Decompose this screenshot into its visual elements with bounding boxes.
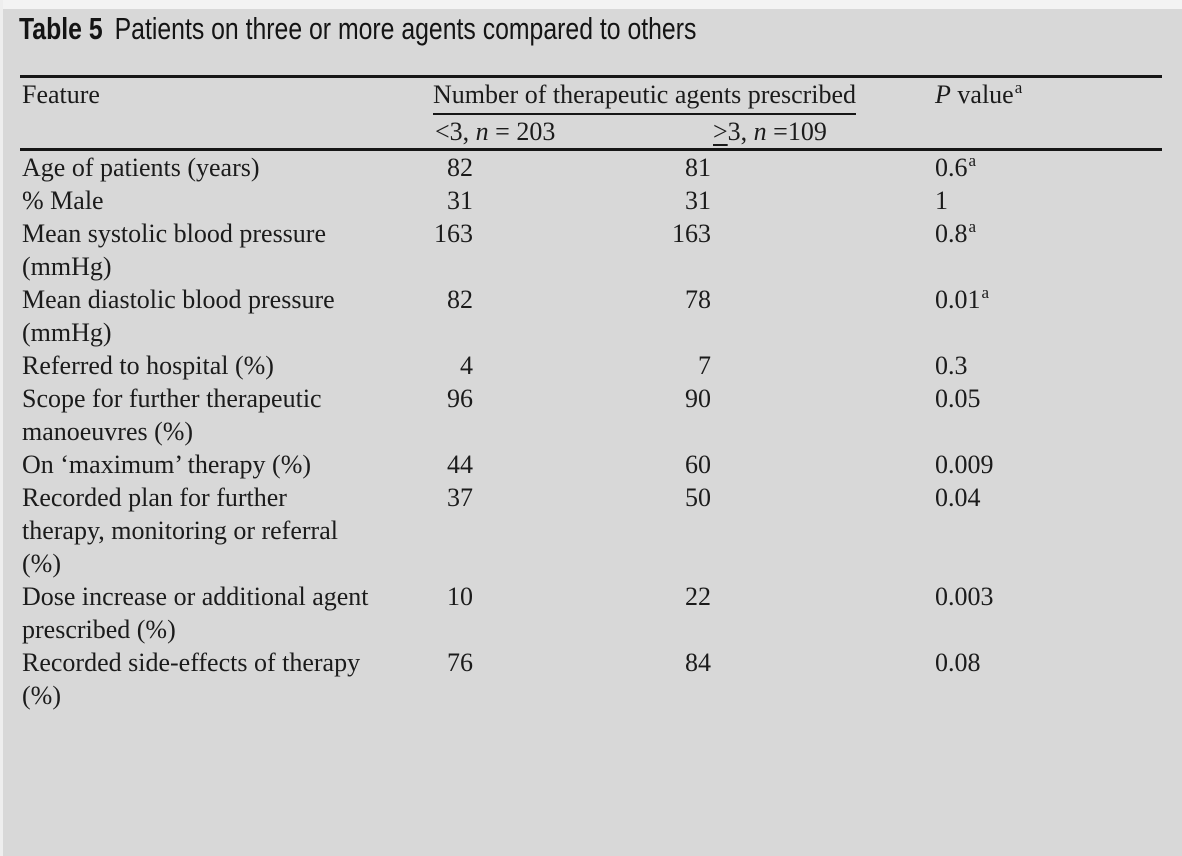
lt3-value-cell: 76 <box>447 648 473 677</box>
column-header-feature: Feature <box>20 76 433 151</box>
data-table: Feature Number of therapeutic agents pre… <box>20 75 1163 712</box>
p-value-cell: 1 <box>935 186 949 215</box>
greater-equal-sign: > <box>713 117 728 146</box>
feature-cell: Age of patients (years) <box>22 153 260 182</box>
p-value-cell: 0.6a <box>935 151 977 182</box>
feature-cell: % Male <box>22 186 104 215</box>
lt3-value-cell: 31 <box>447 186 473 215</box>
p-footnote-marker: a <box>1014 78 1023 97</box>
ge3-value-cell: 81 <box>685 153 711 182</box>
table-row: Mean diastolic blood pressure (mmHg) 82 … <box>20 283 1162 349</box>
table-row: Age of patients (years) 82 81 0.6a <box>20 150 1162 185</box>
column-header-agents-group: Number of therapeutic agents prescribed <box>433 77 935 115</box>
lt3-value-cell: 10 <box>447 582 473 611</box>
feature-cell: Dose increase or additional agent prescr… <box>22 582 369 644</box>
scan-edge-left <box>0 0 3 856</box>
p-value-cell: 0.8a <box>935 217 977 248</box>
p-value-cell: 0.003 <box>935 582 994 611</box>
p-value-cell: 0.04 <box>935 483 981 512</box>
ge3-value-cell: 60 <box>685 450 711 479</box>
feature-cell: Scope for further therapeutic manoeuvres… <box>22 384 322 446</box>
p-value-cell: 0.01a <box>935 283 990 314</box>
table-row: Mean systolic blood pressure (mmHg) 163 … <box>20 217 1162 283</box>
lt3-value-cell: 44 <box>447 450 473 479</box>
table-row: Recorded plan for further therapy, monit… <box>20 481 1162 580</box>
table-row: Referred to hospital (%) 4 7 0.3 <box>20 349 1162 382</box>
p-symbol: P <box>935 80 951 109</box>
agents-group-label: Number of therapeutic agents prescribed <box>433 78 857 115</box>
ge3-value-cell: 7 <box>698 351 711 380</box>
column-header-lt3: <3, n = 203 <box>433 115 713 151</box>
lt3-value-cell: 82 <box>447 285 473 314</box>
table-row: Recorded side-effects of therapy (%) 76 … <box>20 646 1162 712</box>
p-value-cell: 0.05 <box>935 384 981 413</box>
table-row: On ‘maximum’ therapy (%) 44 60 0.009 <box>20 448 1162 481</box>
table-number-label: Table 5 <box>19 11 103 46</box>
column-header-p-value: P valuea <box>935 76 1163 151</box>
table-row: % Male 31 31 1 <box>20 184 1162 217</box>
scan-edge-top <box>0 0 1182 9</box>
ge3-value-cell: 90 <box>685 384 711 413</box>
feature-cell: On ‘maximum’ therapy (%) <box>22 450 312 479</box>
lt3-value-cell: 4 <box>460 351 473 380</box>
feature-cell: Mean diastolic blood pressure (mmHg) <box>22 285 335 347</box>
feature-cell: Mean systolic blood pressure (mmHg) <box>22 219 327 281</box>
table-caption: Table 5 Patients on three or more agents … <box>19 12 696 46</box>
ge3-value-cell: 22 <box>685 582 711 611</box>
ge3-value-cell: 84 <box>685 648 711 677</box>
ge3-value-cell: 31 <box>685 186 711 215</box>
feature-cell: Recorded side-effects of therapy (%) <box>22 648 361 710</box>
table-row: Dose increase or additional agent prescr… <box>20 580 1162 646</box>
header-row-1: Feature Number of therapeutic agents pre… <box>20 76 1163 151</box>
lt3-value-cell: 82 <box>447 153 473 182</box>
ge3-value-cell: 163 <box>672 219 711 248</box>
feature-cell: Recorded plan for further therapy, monit… <box>22 483 338 578</box>
ge3-value-cell: 78 <box>685 285 711 314</box>
column-header-ge3: >3, n =109 <box>713 115 936 151</box>
p-value-cell: 0.3 <box>935 351 968 380</box>
lt3-value-cell: 96 <box>447 384 473 413</box>
lt3-value-cell: 163 <box>434 219 473 248</box>
table-caption-text: Patients on three or more agents compare… <box>114 11 697 46</box>
p-value-cell: 0.08 <box>935 648 981 677</box>
lt3-value-cell: 37 <box>447 483 473 512</box>
header-row-2: <3, n = 203 >3, n =109 <box>20 115 1162 151</box>
ge3-value-cell: 50 <box>685 483 711 512</box>
feature-cell: Referred to hospital (%) <box>22 351 274 380</box>
p-value-cell: 0.009 <box>935 450 994 479</box>
p-value-word: value <box>950 80 1014 109</box>
table-row: Scope for further therapeutic manoeuvres… <box>20 382 1162 448</box>
